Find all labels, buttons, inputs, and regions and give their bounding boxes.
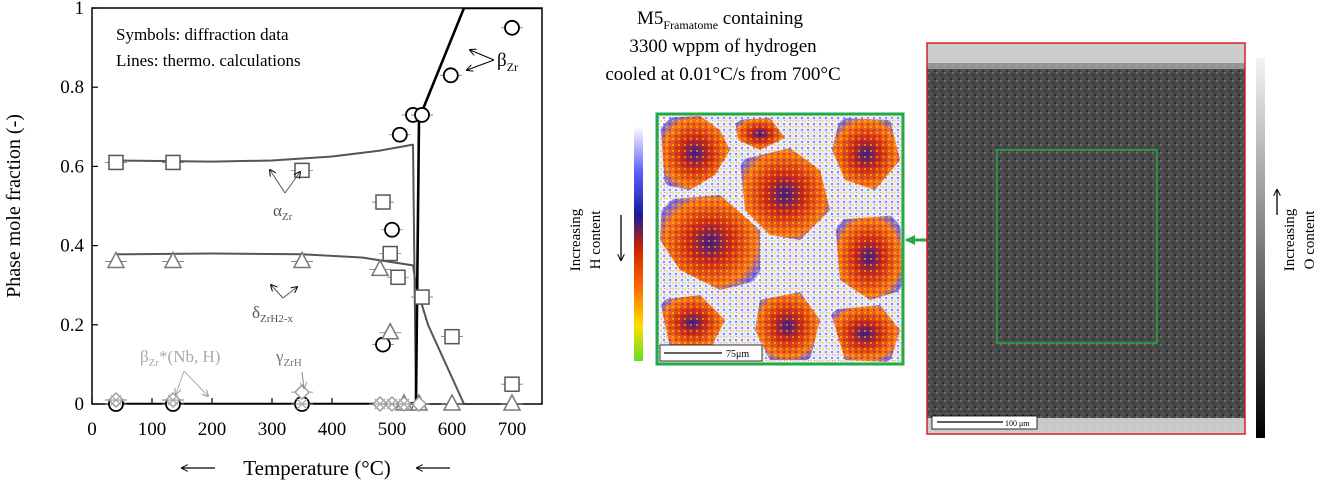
o-scale-bar-label: 100 μm <box>1005 419 1030 428</box>
o-color-scale <box>1256 58 1265 438</box>
x-tick-label: 500 <box>378 419 407 440</box>
beta-star-pointer-2 <box>183 370 208 396</box>
alpha-label-text: αZr <box>273 201 293 223</box>
beta-star-pointer <box>176 370 185 394</box>
delta-label-text: δZrH2-x <box>252 303 294 325</box>
phase-fraction-chart: 0 100 200 300 400 500 600 700 0 0.2 0.4 0.6 0.8 1 Ph… <box>3 0 543 480</box>
beta-zr-marker <box>391 126 408 143</box>
alpha-zr-marker <box>504 376 520 392</box>
beta-label-text: βZr <box>497 50 518 74</box>
beta-label-pointer-2 <box>467 59 495 70</box>
alpha-zr-marker <box>165 154 181 171</box>
x-tick-label: 700 <box>498 419 527 440</box>
legend-note-lines: Lines: thermo. calculations <box>116 51 301 70</box>
delta-zrh-marker <box>292 250 312 269</box>
o-scale-label-line1: Increasing <box>1282 208 1298 271</box>
legend-note-symbols: Symbols: diffraction data <box>116 25 289 44</box>
delta-zrh-marker <box>106 250 126 269</box>
y-tick-label: 0.4 <box>60 236 84 257</box>
alpha-label-pointer-2 <box>284 172 300 194</box>
y-axis-label: Phase mole fraction (-) <box>3 114 25 298</box>
beta-star-marker <box>167 394 179 406</box>
diffraction-markers <box>105 19 523 412</box>
y-tick-label: 0.6 <box>60 156 84 177</box>
beta-star-marker <box>374 398 386 410</box>
delta-zrh-marker <box>163 250 183 269</box>
gamma-label-text: γZrH <box>275 347 302 369</box>
o-scale-label-line2: O content <box>1302 210 1318 270</box>
x-tick-label: 400 <box>318 419 347 440</box>
delta-zrh-marker <box>380 322 400 340</box>
map-title-line3: cooled at 0.01°C/s from 700°C <box>605 64 840 85</box>
delta-label-pointer-2 <box>282 287 297 299</box>
map-title-line2: 3300 wppm of hydrogen <box>629 36 817 57</box>
y-tick-label: 0 <box>75 394 85 415</box>
y-tick-label: 1 <box>75 0 85 19</box>
beta-star-marker <box>296 398 308 410</box>
alpha-zr-marker <box>414 289 430 305</box>
o-map-frame <box>926 42 1246 435</box>
x-tick-label: 0 <box>87 419 97 440</box>
calc-line <box>115 252 465 404</box>
alpha-zr-marker <box>375 194 391 210</box>
x-tick-label: 600 <box>438 419 467 440</box>
y-tick-label: 0.2 <box>60 315 84 336</box>
hydrogen-map-image: 75μm <box>655 112 905 366</box>
calc-line <box>115 143 417 404</box>
oxygen-map-image: 100 μm <box>926 42 1246 435</box>
delta-zrh-marker <box>370 258 390 277</box>
gamma-zrh-marker <box>294 384 310 401</box>
label-gamma-zrh: γZrH <box>275 347 304 388</box>
beta-zr-marker <box>504 19 520 36</box>
beta-star-marker <box>398 398 410 410</box>
h-color-scale <box>634 126 643 361</box>
gamma-zrh-marker <box>411 396 427 412</box>
alpha-label-pointer <box>270 170 286 194</box>
label-beta-star: βZr*(Nb, H) <box>140 347 220 396</box>
h-scale-label-line1: Increasing <box>568 208 584 271</box>
y-axis-ticks: 0 0.2 0.4 0.6 0.8 1 <box>60 0 98 415</box>
delta-label-pointer <box>271 285 284 299</box>
h-map-frame <box>655 112 905 366</box>
beta-star-label-text: βZr*(Nb, H) <box>140 347 220 369</box>
zoom-box <box>996 149 1158 344</box>
x-tick-label: 100 <box>138 419 167 440</box>
x-axis-label: Temperature (°C) <box>182 456 450 480</box>
label-delta-zrh: δZrH2-x <box>252 285 297 325</box>
x-axis-ticks: 0 100 200 300 400 500 600 700 <box>87 398 526 440</box>
beta-zr-marker <box>384 221 400 238</box>
beta-label-pointer <box>470 50 495 61</box>
x-axis-title: Temperature (°C) <box>243 456 390 480</box>
beta-zr-marker <box>442 67 459 84</box>
beta-star-marker <box>386 398 398 410</box>
alpha-zr-marker <box>390 269 406 286</box>
hydrogen-map-panel: M5Framatome containing 3300 wppm of hydr… <box>568 8 905 366</box>
h-scale-label-line2: H content <box>588 210 604 270</box>
delta-zrh-marker <box>442 393 462 411</box>
h-scale-bar-label: 75μm <box>726 349 749 360</box>
gamma-label-pointer <box>302 371 304 388</box>
delta-zrh-marker <box>502 393 522 411</box>
oxygen-map-panel: 100 μm Increasing O content <box>905 42 1318 438</box>
y-tick-label: 0.8 <box>60 77 84 98</box>
calc-line <box>116 8 542 404</box>
map-title-line1: M5Framatome containing <box>637 8 804 32</box>
x-tick-label: 300 <box>258 419 287 440</box>
alpha-zr-marker <box>382 245 398 262</box>
thermo-calculation-lines <box>115 8 542 404</box>
label-beta-zr: βZr <box>467 50 518 74</box>
alpha-zr-marker <box>108 154 124 171</box>
beta-zr-marker <box>375 336 391 353</box>
alpha-zr-marker <box>444 328 460 345</box>
x-tick-label: 200 <box>198 419 227 440</box>
beta-star-marker <box>110 394 122 406</box>
label-alpha-zr: αZr <box>270 170 300 223</box>
beta-zr-marker <box>414 107 430 123</box>
